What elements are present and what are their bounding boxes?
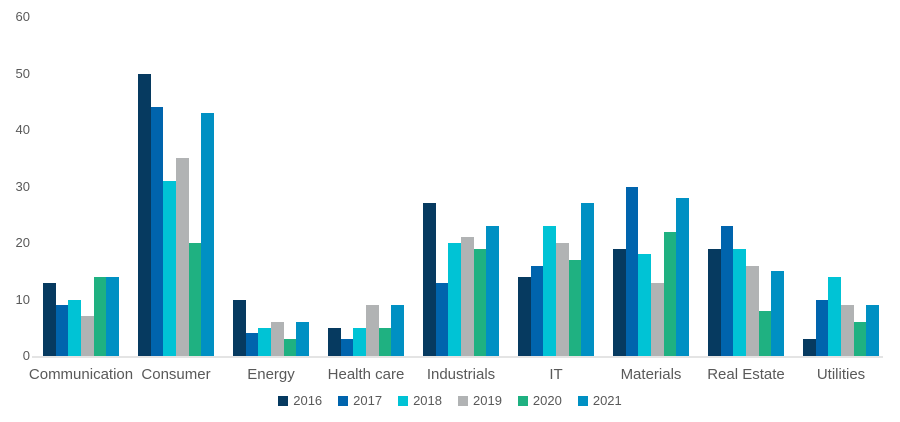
category-label-energy: Energy xyxy=(247,366,295,383)
legend-label: 2018 xyxy=(413,393,442,408)
legend-label: 2017 xyxy=(353,393,383,408)
y-tick-label: 30 xyxy=(15,178,30,194)
bar-real-estate-2017 xyxy=(720,226,734,356)
bar-materials-2017 xyxy=(625,186,639,356)
y-tick-label: 40 xyxy=(15,122,30,137)
bar-industrials-2019 xyxy=(461,237,474,356)
y-tick-label: 10 xyxy=(15,291,30,307)
bar-materials-2021 xyxy=(676,197,689,356)
bar-communication-2019 xyxy=(81,316,94,356)
bar-utilities-2019 xyxy=(841,305,854,356)
legend-item-2018: 2018 xyxy=(398,394,442,408)
category-label-industrials: Industrials xyxy=(426,366,496,383)
legend-label: 2019 xyxy=(473,393,502,408)
legend-swatch-icon xyxy=(278,396,289,406)
bar-consumer-2018 xyxy=(163,180,176,356)
bar-health-care-2016 xyxy=(328,327,341,356)
bar-it-2018 xyxy=(543,226,556,356)
bar-consumer-2019 xyxy=(176,158,189,356)
bar-industrials-2020 xyxy=(473,248,487,356)
category-label-materials: Materials xyxy=(620,366,682,383)
bar-industrials-2016 xyxy=(423,203,436,356)
bar-materials-2018 xyxy=(638,254,651,356)
bar-communication-2021 xyxy=(106,276,119,356)
bar-energy-2018 xyxy=(258,327,271,356)
legend-swatch-icon xyxy=(517,396,528,406)
legend-swatch-icon xyxy=(458,396,468,406)
legend-item-2017: 2017 xyxy=(338,394,382,408)
bar-health-care-2019 xyxy=(366,305,379,356)
category-label-real-estate: Real Estate xyxy=(707,366,785,383)
bar-it-2017 xyxy=(530,265,544,356)
bar-real-estate-2019 xyxy=(746,265,759,356)
bar-consumer-2016 xyxy=(138,73,151,356)
bar-industrials-2021 xyxy=(486,226,499,356)
bar-it-2021 xyxy=(581,203,594,356)
bar-it-2020 xyxy=(568,259,582,356)
bar-materials-2019 xyxy=(651,282,664,356)
bar-utilities-2018 xyxy=(828,276,841,356)
bar-communication-2018 xyxy=(68,299,81,356)
bar-real-estate-2018 xyxy=(733,248,746,356)
bar-materials-2016 xyxy=(613,248,626,356)
bar-utilities-2021 xyxy=(866,305,879,356)
x-axis-line xyxy=(32,356,883,358)
bar-energy-2021 xyxy=(296,322,309,356)
legend-label: 2020 xyxy=(532,393,562,408)
y-tick-label: 60 xyxy=(15,9,30,24)
legend-swatch-icon xyxy=(577,396,588,406)
legend-item-2020: 2020 xyxy=(517,393,562,408)
bar-energy-2017 xyxy=(245,333,259,356)
legend: 2016 2017 2018 2019 2020 2021 xyxy=(0,394,900,408)
bar-consumer-2021 xyxy=(201,113,214,356)
legend-item-2019: 2019 xyxy=(458,394,502,408)
bar-energy-2016 xyxy=(233,299,246,356)
category-label-health-care: Health care xyxy=(327,366,405,383)
y-tick-label: 0 xyxy=(22,348,30,363)
legend-label: 2021 xyxy=(592,393,622,408)
bar-utilities-2016 xyxy=(803,339,816,356)
bar-communication-2020 xyxy=(93,276,107,356)
bar-energy-2020 xyxy=(283,339,297,356)
bar-real-estate-2016 xyxy=(708,248,721,356)
bar-it-2019 xyxy=(556,243,569,356)
bar-health-care-2021 xyxy=(391,305,404,356)
bar-industrials-2017 xyxy=(435,282,449,356)
category-label-utilities: Utilities xyxy=(816,366,866,383)
bar-real-estate-2021 xyxy=(771,271,784,356)
bar-real-estate-2020 xyxy=(758,310,772,356)
legend-label: 2016 xyxy=(293,393,323,408)
bar-communication-2016 xyxy=(43,282,56,356)
legend-item-2021: 2021 xyxy=(577,393,622,408)
legend-swatch-icon xyxy=(338,396,349,406)
y-tick-label: 20 xyxy=(15,235,30,250)
bar-communication-2017 xyxy=(55,305,69,356)
bar-it-2016 xyxy=(518,276,531,356)
y-tick-label: 50 xyxy=(15,65,30,81)
bar-utilities-2017 xyxy=(815,299,829,356)
bar-consumer-2017 xyxy=(150,107,164,356)
bar-health-care-2020 xyxy=(378,327,392,356)
bar-materials-2020 xyxy=(663,231,677,356)
category-label-consumer: Consumer xyxy=(141,366,211,383)
legend-item-2016: 2016 xyxy=(278,394,322,408)
bar-energy-2019 xyxy=(271,322,284,356)
bar-industrials-2018 xyxy=(448,243,461,356)
category-label-communication: Communication xyxy=(28,366,134,383)
bar-consumer-2020 xyxy=(188,243,202,356)
category-label-it: IT xyxy=(549,366,563,383)
bar-health-care-2017 xyxy=(340,339,354,356)
bar-utilities-2020 xyxy=(853,322,867,356)
legend-swatch-icon xyxy=(398,396,409,406)
bar-health-care-2018 xyxy=(353,327,366,356)
